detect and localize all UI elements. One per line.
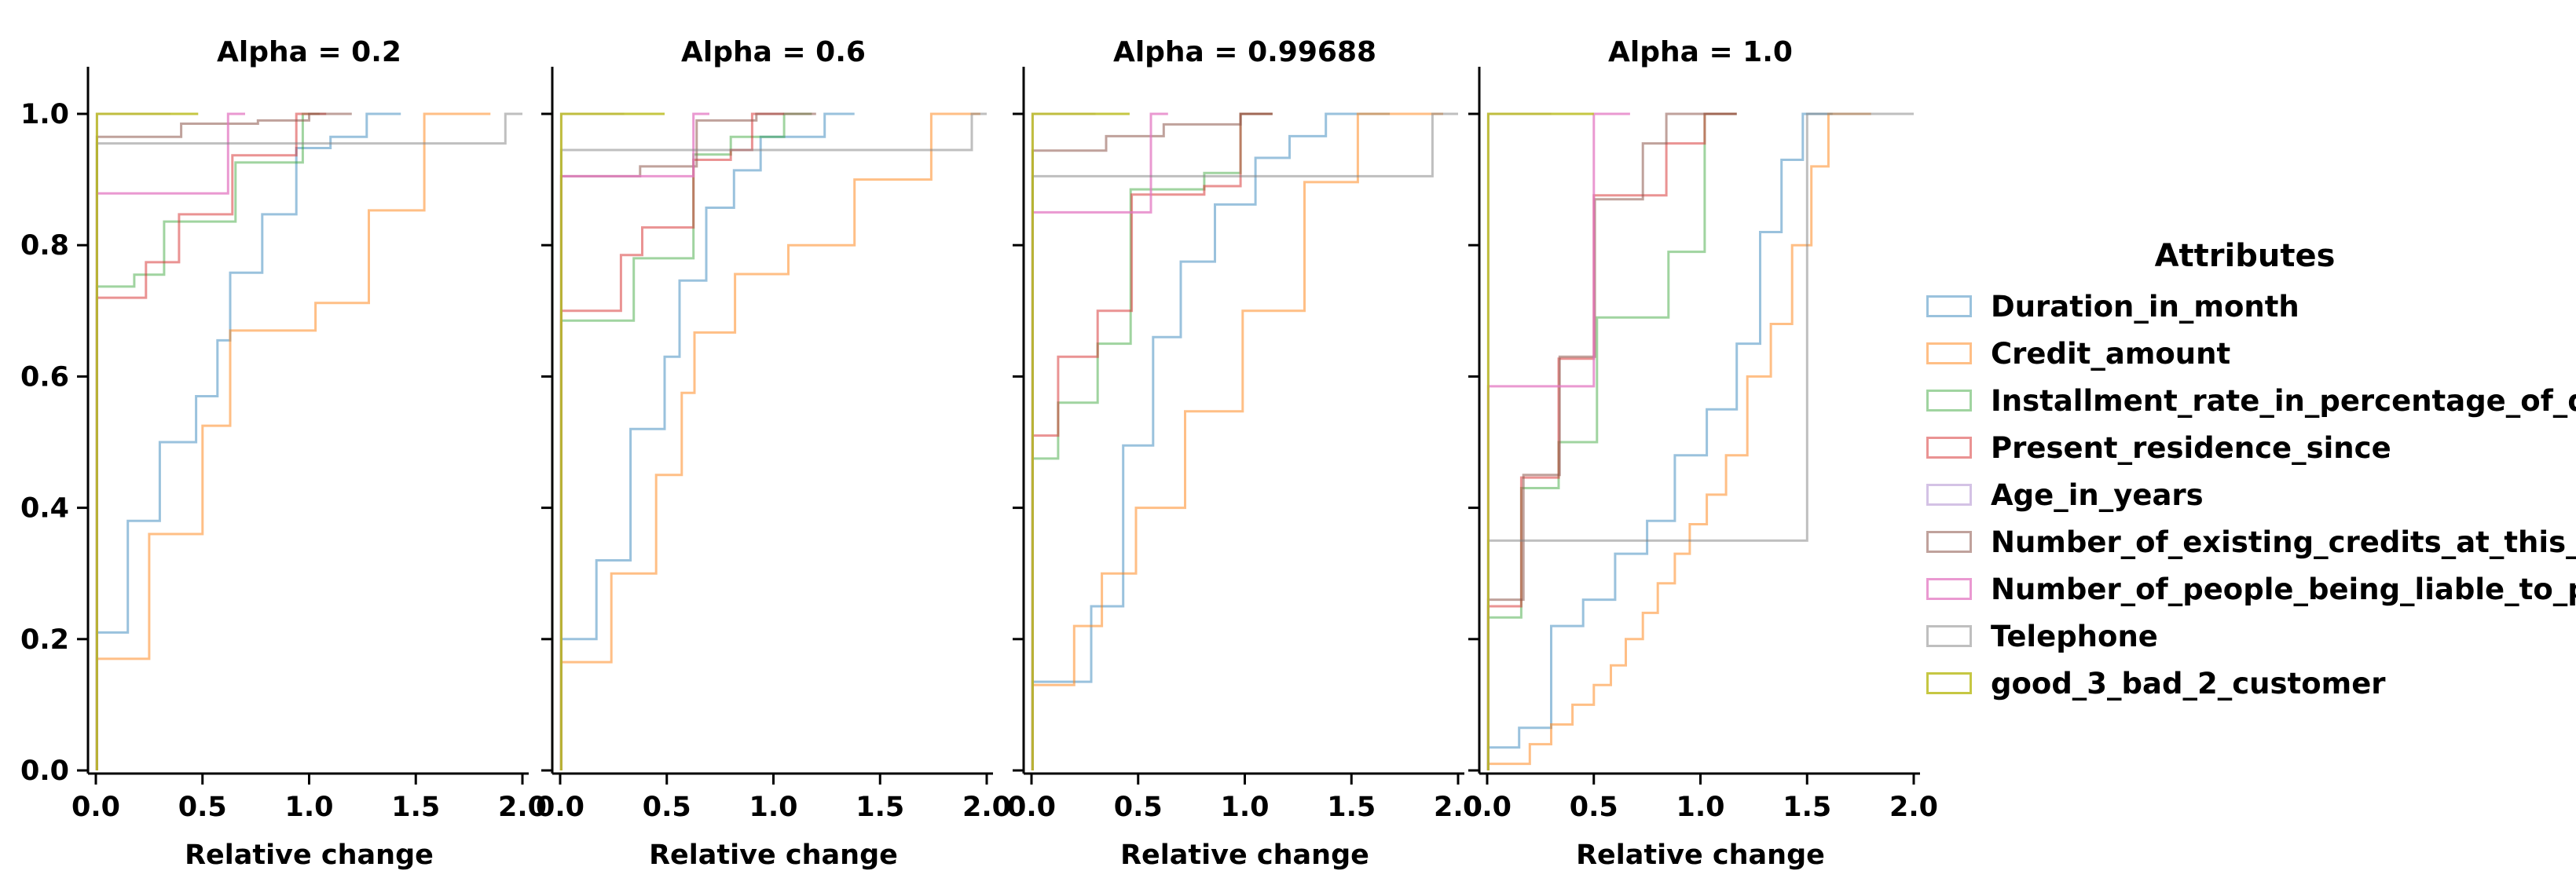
y-tick-label: 1.0	[20, 99, 69, 130]
x-tick-label: 1.0	[1220, 792, 1269, 823]
legend-item-3: Present_residence_since	[1917, 424, 2573, 471]
legend-item-label: good_3_bad_2_customer	[1991, 666, 2386, 701]
x-tick-label: 1.5	[1327, 792, 1376, 823]
x-tick-label: 1.5	[391, 792, 440, 823]
x-tick-label: 1.5	[1783, 792, 1831, 823]
legend-item-2: Installment_rate_in_percentage_of_dispos…	[1917, 377, 2576, 424]
x-axis-label: Relative change	[649, 840, 898, 871]
subplot-0: 0.0 0.2 0.4 0.6 0.8 1.0 0.0 0.5 1.0 1.5 2.0 Alpha =…	[20, 36, 547, 871]
y-tick-label: 0.2	[20, 624, 69, 656]
series-line-Installment_rate_in_percentage_of_disposable_income	[1486, 112, 1737, 770]
legend-swatch-icon	[1926, 342, 1972, 364]
x-tick-label: 0.0	[71, 792, 120, 823]
series-line-Present_residence_since	[95, 112, 327, 770]
x-axis-label: Relative change	[1576, 840, 1825, 871]
x-tick-label: 0.5	[1114, 792, 1163, 823]
subplot-2: 0.0 0.5 1.0 1.5 2.0 Alpha = 0.99688 Relative c…	[1007, 36, 1482, 871]
legend-items: Duration_in_month Credit_amount Installmen…	[1917, 283, 2576, 707]
subplot-title: Alpha = 0.99688	[1113, 36, 1376, 68]
x-tick-label: 1.0	[1676, 792, 1724, 823]
legend-item-6: Number_of_people_being_liable_to_provide…	[1917, 565, 2576, 613]
legend-item-7: Telephone	[1917, 613, 2573, 660]
legend-item-label: Number_of_people_being_liable_to_provide…	[1991, 572, 2576, 606]
y-tick-label: 0.4	[20, 493, 69, 525]
subplot-title: Alpha = 0.2	[217, 36, 401, 68]
legend-swatch-icon	[1926, 484, 1972, 506]
x-tick-label: 1.0	[749, 792, 797, 823]
legend-swatch-icon	[1926, 390, 1972, 412]
x-tick-label: 0.5	[178, 792, 227, 823]
legend-item-label: Duration_in_month	[1991, 289, 2299, 324]
x-tick-label: 0.5	[643, 792, 691, 823]
x-tick-label: 0.5	[1570, 792, 1618, 823]
legend-item-label: Present_residence_since	[1991, 430, 2391, 465]
legend-swatch-icon	[1926, 437, 1972, 459]
series-line-Installment_rate_in_percentage_of_disposable_income	[95, 112, 321, 770]
legend-swatch-icon	[1926, 625, 1972, 647]
legend-swatch-icon	[1926, 578, 1972, 600]
series-line-Credit_amount	[95, 112, 491, 770]
x-tick-label: 0.0	[536, 792, 584, 823]
series-line-Age_in_years	[1486, 112, 1552, 770]
series-line-Installment_rate_in_percentage_of_disposable_income	[559, 112, 812, 770]
series-line-Telephone	[559, 112, 987, 770]
x-tick-label: 0.0	[1007, 792, 1056, 823]
x-tick-label: 1.5	[856, 792, 904, 823]
legend-title: Attributes	[2154, 238, 2336, 274]
y-tick-label: 0.6	[20, 361, 69, 393]
series-line-Age_in_years	[559, 112, 625, 770]
series-line-Present_residence_since	[559, 112, 785, 770]
series-line-Duration_in_month	[559, 112, 855, 770]
legend-item-label: Number_of_existing_credits_at_this_bank	[1991, 525, 2576, 559]
legend-item-label: Age_in_years	[1991, 477, 2204, 512]
x-tick-label: 2.0	[1434, 792, 1482, 823]
series-line-Number_of_existing_credits_at_this_bank	[95, 112, 352, 770]
legend-item-1: Credit_amount	[1917, 330, 2573, 377]
series-line-Credit_amount	[559, 112, 980, 770]
series-line-good_3_bad_2_customer	[1031, 112, 1130, 770]
subplot-1: 0.0 0.5 1.0 1.5 2.0 Alpha = 0.6 Relative chang…	[536, 36, 1011, 871]
legend-swatch-icon	[1926, 295, 1972, 317]
legend-item-label: Credit_amount	[1991, 336, 2231, 371]
series-line-Credit_amount	[1486, 112, 1871, 770]
x-axis-label: Relative change	[1120, 840, 1369, 871]
series-line-Present_residence_since	[1486, 112, 1737, 770]
series-line-good_3_bad_2_customer	[95, 112, 199, 770]
series-line-Duration_in_month	[95, 112, 401, 770]
subplot-title: Alpha = 0.6	[681, 36, 866, 68]
x-tick-label: 2.0	[1889, 792, 1938, 823]
series-line-Credit_amount	[1031, 112, 1443, 770]
legend: Attributes Duration_in_month Credit_amoun…	[1917, 236, 2576, 707]
x-tick-label: 2.0	[962, 792, 1011, 823]
series-line-good_3_bad_2_customer	[1486, 112, 1594, 770]
legend-swatch-icon	[1926, 672, 1972, 694]
series-line-Number_of_existing_credits_at_this_bank	[1031, 112, 1273, 770]
series-line-Number_of_existing_credits_at_this_bank	[559, 112, 816, 770]
series-line-Number_of_people_being_liable_to_provide_maintenance_for	[559, 112, 709, 770]
legend-item-5: Number_of_existing_credits_at_this_bank	[1917, 518, 2576, 565]
legend-item-4: Age_in_years	[1917, 471, 2573, 518]
series-line-Duration_in_month	[1486, 112, 1833, 770]
x-axis-label: Relative change	[185, 840, 434, 871]
x-tick-label: 1.0	[284, 792, 333, 823]
series-line-Number_of_existing_credits_at_this_bank	[1486, 112, 1737, 770]
legend-swatch-icon	[1926, 531, 1972, 553]
subplot-3: 0.0 0.5 1.0 1.5 2.0 Alpha = 1.0 Relative chang…	[1463, 36, 1938, 871]
legend-item-0: Duration_in_month	[1917, 283, 2573, 330]
series-line-Present_residence_since	[1031, 112, 1273, 770]
series-line-good_3_bad_2_customer	[559, 112, 665, 770]
series-line-Duration_in_month	[1031, 112, 1391, 770]
subplot-title: Alpha = 1.0	[1608, 36, 1793, 68]
legend-item-label: Telephone	[1991, 619, 2158, 653]
legend-item-label: Installment_rate_in_percentage_of_dispos…	[1991, 383, 2576, 418]
legend-item-8: good_3_bad_2_customer	[1917, 660, 2573, 707]
x-tick-label: 2.0	[498, 792, 547, 823]
x-tick-label: 0.0	[1463, 792, 1512, 823]
y-tick-label: 0.8	[20, 230, 69, 262]
y-tick-label: 0.0	[20, 755, 69, 787]
series-line-Number_of_people_being_liable_to_provide_maintenance_for	[1031, 112, 1168, 770]
